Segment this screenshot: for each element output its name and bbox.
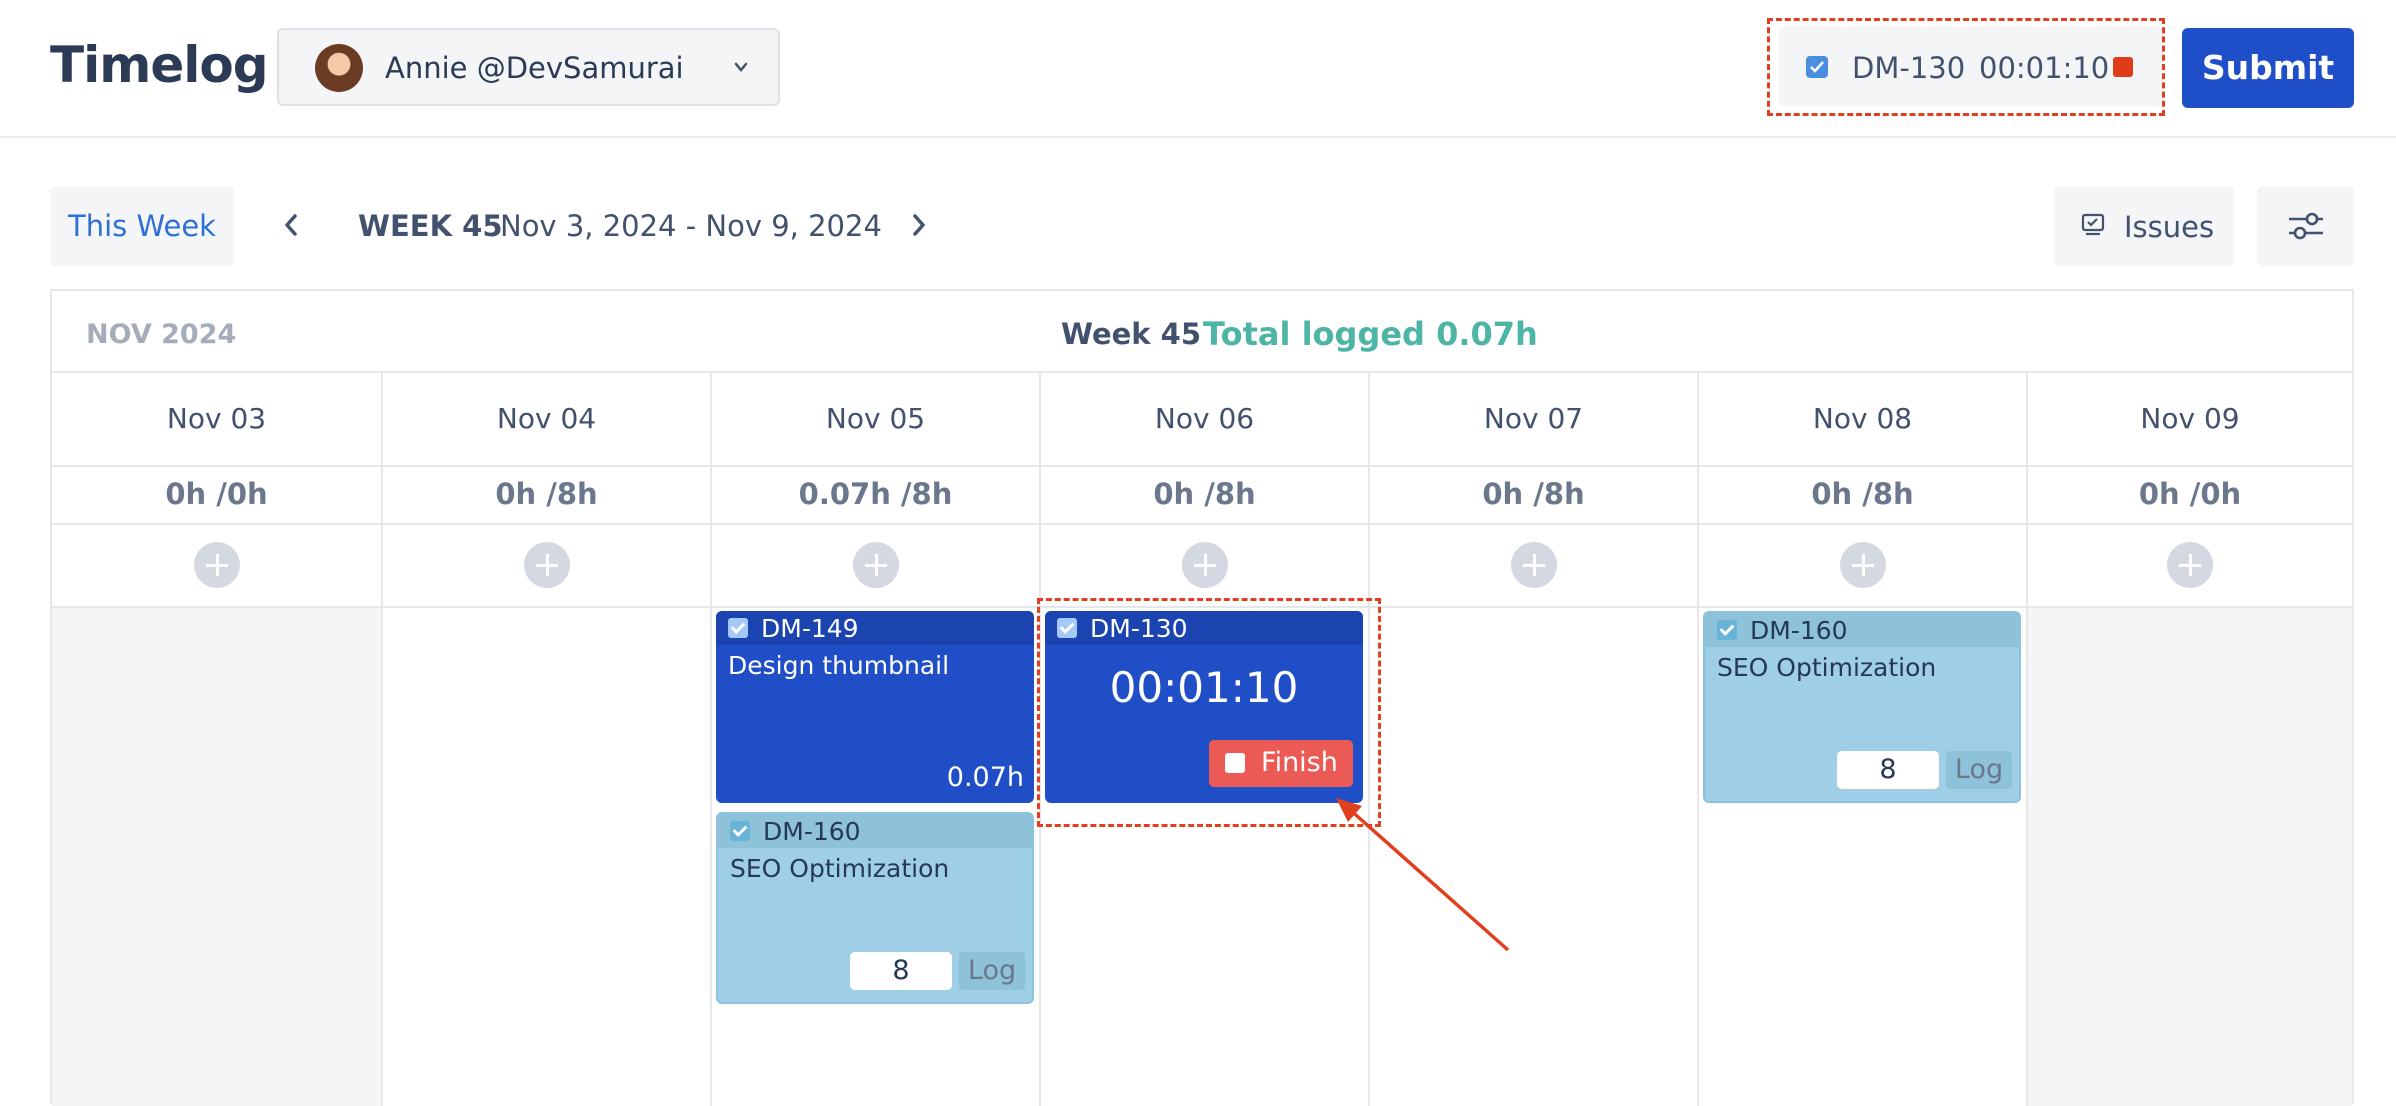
row-divider	[52, 606, 2352, 608]
day-name: Nov 07	[1483, 402, 1584, 435]
calendar-week-title: Week 45	[1061, 317, 1202, 351]
total-logged: Total logged 0.07h	[1203, 315, 1538, 353]
day-hours: 0.07h /8h	[798, 477, 953, 511]
issue-key: DM-149	[761, 614, 859, 643]
stop-icon[interactable]	[2113, 57, 2133, 77]
issue-key: DM-160	[763, 817, 861, 846]
log-hours-input[interactable]: 8	[850, 952, 952, 990]
checkbox-icon	[728, 618, 748, 638]
week-range: Nov 3, 2024 - Nov 9, 2024	[500, 209, 882, 243]
chevron-left-icon[interactable]	[276, 210, 306, 240]
suggested-card[interactable]: DM-160 SEO Optimization 8 Log	[716, 812, 1034, 1004]
user-name: Annie @DevSamurai	[385, 51, 684, 85]
add-log-button[interactable]	[523, 542, 570, 588]
user-select[interactable]: Annie @DevSamurai	[277, 28, 780, 106]
card-header: DM-160	[1705, 613, 2019, 647]
day-name: Nov 04	[496, 402, 597, 435]
issues-label: Issues	[2124, 210, 2215, 244]
chevron-down-icon	[734, 62, 748, 72]
day-hours: 0h /0h	[2138, 477, 2242, 511]
chevron-right-icon[interactable]	[904, 210, 934, 240]
day-name: Nov 05	[825, 402, 926, 435]
checkbox-icon	[1806, 56, 1828, 78]
add-log-button[interactable]	[1510, 542, 1557, 588]
filter-icon	[2289, 212, 2323, 240]
day-column: Nov 09 0h /0h	[2026, 373, 2352, 1106]
day-hours: 0h /8h	[1153, 477, 1256, 511]
issue-key: DM-130	[1090, 614, 1188, 643]
submit-button[interactable]: Submit	[2182, 28, 2354, 108]
avatar	[315, 44, 363, 92]
log-button[interactable]: Log	[959, 952, 1025, 990]
worklog-card[interactable]: DM-149 Design thumbnail 0.07h	[716, 611, 1034, 803]
log-hours-input[interactable]: 8	[1837, 751, 1939, 789]
filter-button[interactable]	[2257, 186, 2354, 266]
add-log-button[interactable]	[1839, 542, 1886, 588]
row-divider	[52, 465, 2352, 467]
issue-title: SEO Optimization	[730, 854, 950, 883]
finish-label: Finish	[1261, 747, 1338, 778]
issues-button[interactable]: Issues	[2054, 186, 2234, 266]
running-timer[interactable]: DM-130 00:01:10	[1779, 26, 2163, 106]
day-name: Nov 03	[166, 402, 267, 435]
suggested-card[interactable]: DM-160 SEO Optimization 8 Log	[1703, 611, 2021, 803]
issue-title: SEO Optimization	[1717, 653, 1937, 682]
issue-key: DM-160	[1750, 616, 1848, 645]
page-title: Timelog	[50, 36, 269, 94]
logged-hours: 0.07h	[946, 762, 1024, 793]
checkbox-icon	[1717, 620, 1737, 640]
day-column: Nov 07 0h /8h	[1368, 373, 1697, 1106]
calendar: NOV 2024 Week 45 Total logged 0.07h Nov …	[50, 289, 2354, 1106]
calendar-month: NOV 2024	[86, 319, 237, 350]
checkbox-icon	[1057, 618, 1077, 638]
day-name: Nov 09	[2140, 402, 2240, 435]
day-column: Nov 03 0h /0h	[52, 373, 381, 1106]
annotation-arrow-icon	[1336, 798, 1510, 952]
week-number: WEEK 45	[358, 209, 503, 243]
day-body: DM-160 SEO Optimization 8 Log	[1699, 606, 2026, 1106]
card-timer: 00:01:10	[1109, 663, 1299, 712]
running-timer-card[interactable]: DM-130 00:01:10 Finish	[1045, 611, 1363, 803]
day-body	[52, 606, 381, 1106]
row-divider	[52, 371, 2352, 373]
this-week-button[interactable]: This Week	[50, 186, 234, 266]
add-log-button[interactable]	[1181, 542, 1228, 588]
day-column: Nov 04 0h /8h	[381, 373, 710, 1106]
day-hours: 0h /8h	[1482, 477, 1585, 511]
issues-icon	[2081, 213, 2105, 236]
day-column: Nov 05 0.07h /8h DM-149 Design thumbnail…	[710, 373, 1039, 1106]
card-header: DM-130	[1045, 611, 1363, 645]
card-header: DM-160	[718, 814, 1032, 848]
day-column: Nov 06 0h /8h DM-130 00:01:10 Finish	[1039, 373, 1368, 1106]
day-body	[383, 606, 710, 1106]
row-divider	[52, 523, 2352, 525]
timer-elapsed: 00:01:10	[1979, 51, 2110, 85]
timer-issue-key: DM-130	[1852, 51, 1966, 85]
day-body	[2028, 606, 2352, 1106]
checkbox-icon	[730, 821, 750, 841]
add-log-button[interactable]	[852, 542, 899, 588]
finish-button[interactable]: Finish	[1209, 740, 1353, 787]
stop-icon	[1225, 753, 1245, 773]
day-body: DM-130 00:01:10 Finish	[1041, 606, 1368, 1106]
day-hours: 0h /8h	[495, 477, 598, 511]
day-hours: 0h /8h	[1811, 477, 1914, 511]
card-header: DM-149	[716, 611, 1034, 645]
day-name: Nov 08	[1812, 402, 1913, 435]
add-log-button[interactable]	[193, 542, 240, 588]
day-column: Nov 08 0h /8h DM-160 SEO Optimization 8 …	[1697, 373, 2026, 1106]
add-log-button[interactable]	[2167, 542, 2213, 588]
log-button[interactable]: Log	[1946, 751, 2012, 789]
annotation-highlight-card	[1037, 598, 1381, 827]
header-divider	[0, 136, 2396, 138]
day-name: Nov 06	[1154, 402, 1255, 435]
day-body: DM-149 Design thumbnail 0.07h DM-160 SEO…	[712, 606, 1039, 1106]
day-hours: 0h /0h	[165, 477, 268, 511]
issue-title: Design thumbnail	[728, 651, 950, 680]
annotation-highlight-timer	[1767, 18, 2165, 116]
